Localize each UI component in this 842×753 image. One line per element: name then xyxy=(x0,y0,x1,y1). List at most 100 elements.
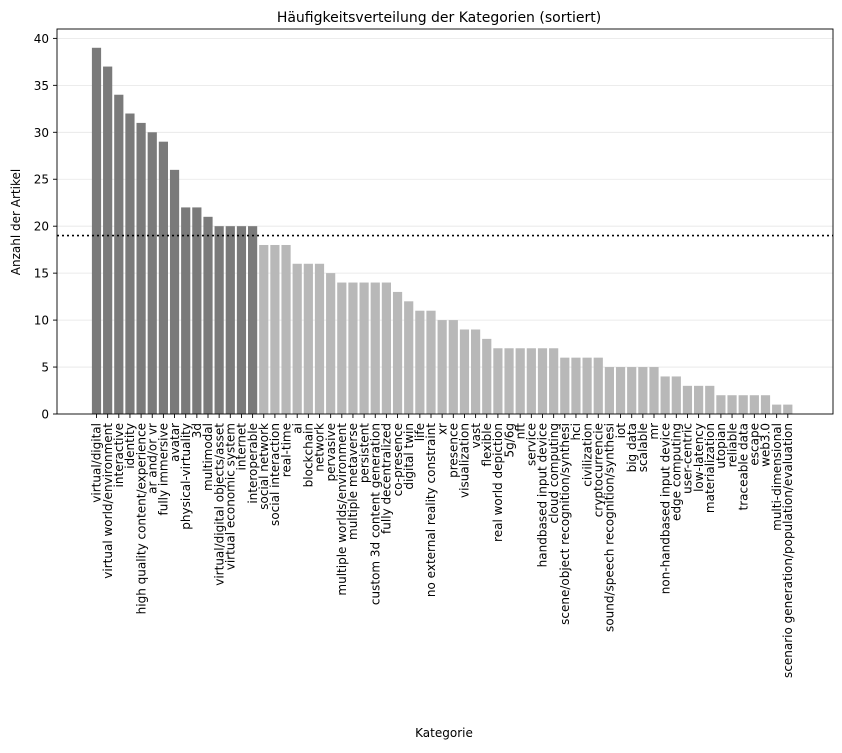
x-tick-label: scenario generation/population/evaluatio… xyxy=(781,423,795,678)
x-tick-label: iot xyxy=(614,423,628,439)
bar xyxy=(270,244,280,414)
bar xyxy=(471,329,481,414)
bars-group xyxy=(91,47,793,415)
x-tick-label: internet xyxy=(235,423,249,471)
x-tick-label: multiple metaverse xyxy=(346,423,360,540)
x-tick-label: interoperable xyxy=(246,423,260,504)
x-tick-label: utopian xyxy=(714,423,728,469)
y-tick-label: 25 xyxy=(34,173,49,187)
x-tick-label: pervasive xyxy=(324,423,338,481)
chart-title: Häufigkeitsverteilung der Kategorien (so… xyxy=(277,10,601,26)
bar xyxy=(114,94,124,415)
bar xyxy=(192,207,202,414)
x-tick-label: nft xyxy=(513,423,527,440)
bar xyxy=(571,357,581,414)
bar xyxy=(158,141,168,414)
x-tick-label: non-handbased input device xyxy=(658,423,672,594)
bar xyxy=(638,367,648,414)
bar xyxy=(482,338,492,414)
x-tick-label: vast xyxy=(469,423,483,449)
x-tick-label: web3.0 xyxy=(759,423,773,467)
x-tick-label: mr xyxy=(647,423,661,440)
x-tick-label: flexible xyxy=(480,423,494,467)
x-tick-label: high quality content/experience xyxy=(134,423,148,614)
x-tick-label: virtual economic system xyxy=(224,423,238,570)
bar xyxy=(248,226,258,414)
bar xyxy=(292,263,302,414)
bar xyxy=(314,263,325,414)
x-tick-label: big data xyxy=(625,423,639,472)
bar xyxy=(671,376,681,414)
bar xyxy=(181,207,191,414)
bar xyxy=(537,348,548,414)
bar xyxy=(359,282,369,414)
bar xyxy=(660,376,670,414)
y-tick-label: 10 xyxy=(34,314,49,328)
x-tick-label: scene/object recognition/synthesi xyxy=(558,423,572,625)
x-tick-label: avatar xyxy=(168,423,182,462)
bar xyxy=(682,385,693,414)
bar xyxy=(404,301,414,414)
x-tick-label: 3d xyxy=(190,423,204,438)
bar xyxy=(694,385,704,414)
bar xyxy=(225,226,235,414)
bar xyxy=(337,282,347,414)
bar xyxy=(772,404,782,414)
x-tick-label: service xyxy=(525,423,539,466)
x-tick-label: materialization xyxy=(703,423,717,513)
x-tick-label: virtual world/environment xyxy=(101,423,115,579)
x-tick-label: virtual/digital objects/asset xyxy=(212,423,226,586)
bar xyxy=(214,226,224,414)
bar xyxy=(125,113,135,414)
bar xyxy=(259,244,269,414)
x-tick-label: cryptocurrencie xyxy=(591,423,605,517)
bar xyxy=(615,367,626,414)
y-tick-label: 35 xyxy=(34,79,49,93)
y-tick-label: 15 xyxy=(34,267,49,281)
bar xyxy=(738,395,748,414)
bar xyxy=(560,357,570,414)
bar xyxy=(593,357,603,414)
bar xyxy=(169,169,180,414)
bar xyxy=(381,282,391,414)
bar xyxy=(236,226,247,414)
bar xyxy=(370,282,380,414)
bar xyxy=(426,310,436,414)
x-tick-label: civilization xyxy=(580,423,594,487)
bar xyxy=(783,404,793,414)
x-tick-label: persistent xyxy=(357,423,371,483)
y-axis-label: Anzahl der Artikel xyxy=(9,169,23,275)
x-tick-label: real world depiction xyxy=(491,423,505,542)
x-tick-label: handbased input device xyxy=(536,423,550,567)
x-tick-label: co-presence xyxy=(391,423,405,496)
y-tick-label: 5 xyxy=(41,361,49,375)
bar xyxy=(760,395,771,414)
bar xyxy=(459,329,470,414)
x-tick-label: multi-dimensional xyxy=(770,423,784,531)
x-tick-label: life xyxy=(413,423,427,441)
x-tick-label: blockchain xyxy=(302,423,316,487)
x-tick-label: xr xyxy=(435,423,449,435)
bar xyxy=(526,348,536,414)
x-tick-label: network xyxy=(313,423,327,472)
x-tick-label: visualization xyxy=(458,423,472,498)
x-tick-label: 5g/6g xyxy=(502,423,516,458)
bar xyxy=(136,122,146,414)
x-tick-label: social interaction xyxy=(268,423,282,526)
bar xyxy=(326,273,336,414)
y-ticks-group: 0 5 10 15 20 25 30 35 40 xyxy=(34,32,57,422)
x-tick-label: presence xyxy=(447,423,461,478)
bar xyxy=(303,263,313,414)
x-tick-label: low-latency xyxy=(692,423,706,492)
x-tick-label: user-centric xyxy=(681,423,695,494)
bar xyxy=(147,132,157,415)
bar xyxy=(203,216,213,414)
y-tick-label: 40 xyxy=(34,32,49,46)
x-tick-label: reliable xyxy=(725,423,739,467)
bar xyxy=(515,348,525,414)
x-tick-label: custom 3d content generation xyxy=(368,423,382,605)
x-tick-label: fully immersive xyxy=(157,423,171,516)
bar xyxy=(448,320,458,414)
x-tick-label: physical-virtuality xyxy=(179,423,193,530)
